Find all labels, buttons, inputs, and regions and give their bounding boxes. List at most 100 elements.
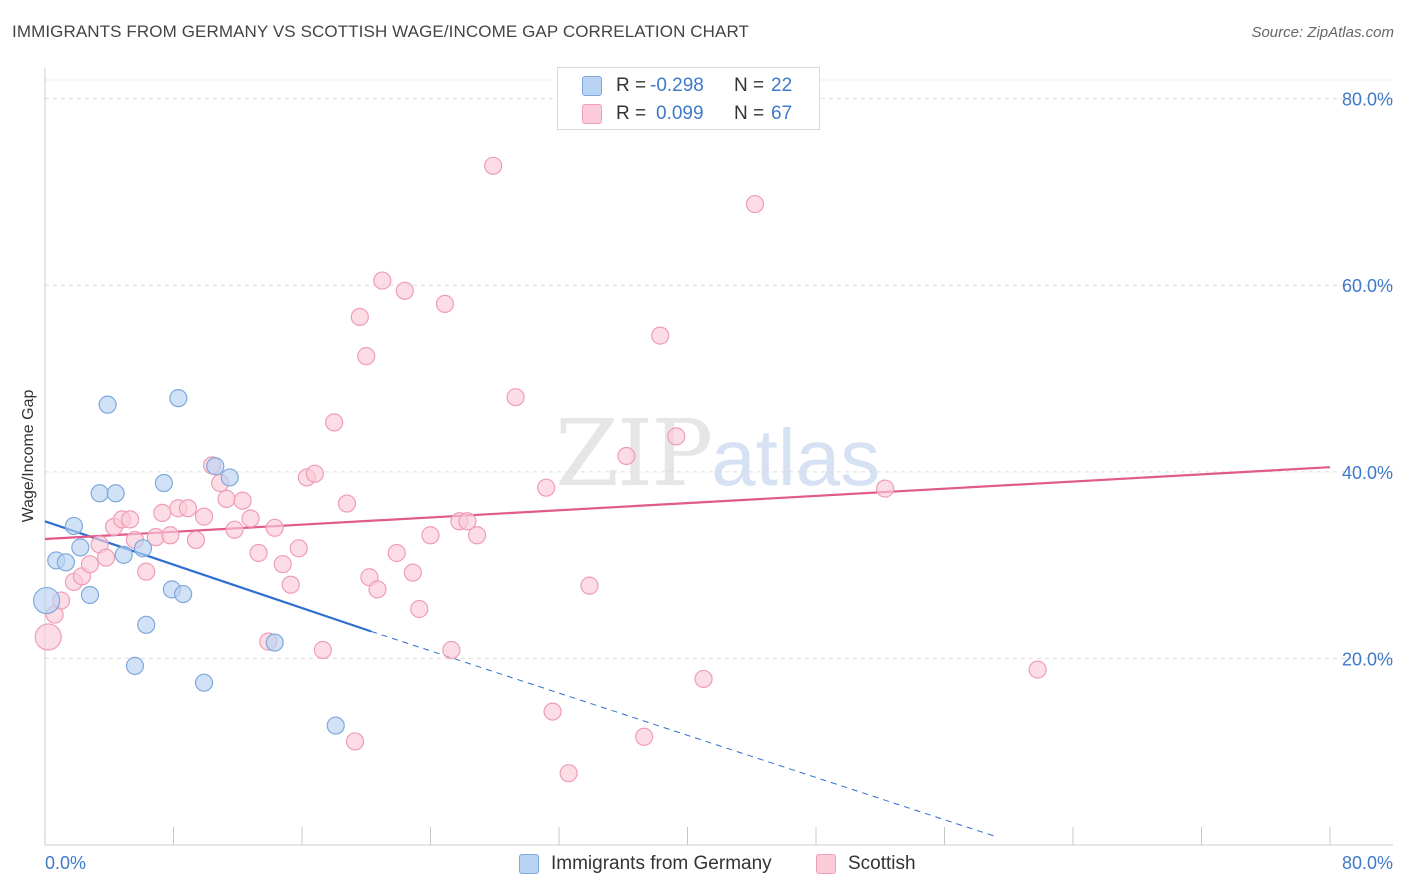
point-scottish [225, 520, 244, 539]
point-germany [220, 468, 239, 487]
tick-labels: 20.0% 40.0% 60.0% 80.0% 0.0% 80.0% [45, 90, 1393, 873]
legend-r-label: R = [616, 75, 647, 96]
point-scottish [34, 623, 62, 651]
x-tick-label: 0.0% [45, 853, 86, 873]
point-germany [33, 586, 61, 615]
bottom-legend-swatch-germany [519, 854, 539, 874]
point-scottish [667, 427, 686, 446]
axes [44, 68, 1393, 846]
point-scottish [194, 507, 214, 526]
point-scottish [410, 599, 429, 619]
point-scottish [537, 478, 556, 497]
grid-lines [45, 79, 1393, 659]
point-scottish [458, 512, 477, 531]
point-scottish [217, 489, 236, 508]
point-germany [114, 545, 133, 564]
watermark: ZIPatlas [555, 400, 880, 507]
point-scottish [506, 388, 525, 407]
point-scottish [153, 503, 172, 522]
point-scottish [651, 326, 670, 345]
bottom-legend-swatch-scottish [816, 854, 836, 874]
point-scottish [617, 446, 636, 466]
point-germany [265, 633, 284, 652]
point-scottish [580, 576, 599, 595]
point-scottish [467, 526, 487, 545]
point-scottish [233, 491, 252, 510]
point-scottish [137, 562, 156, 581]
point-scottish [337, 494, 357, 513]
point-scottish [281, 575, 300, 594]
bottom-legend: Immigrants from Germany Scottish [0, 852, 1406, 878]
bottom-legend-label-scottish: Scottish [848, 853, 916, 874]
y-tick-label: 60.0% [1342, 276, 1393, 296]
legend-r-value: 0.099 [656, 103, 704, 124]
x-tick-label: 80.0% [1342, 853, 1393, 873]
point-scottish [395, 281, 414, 300]
point-scottish [357, 347, 376, 366]
point-germany [71, 538, 90, 557]
legend-swatch-germany [582, 76, 602, 96]
legend-swatch-scottish [582, 104, 602, 124]
point-germany [194, 673, 214, 692]
point-germany [133, 539, 153, 558]
point-scottish [325, 413, 344, 432]
point-scottish [161, 526, 180, 545]
point-scottish [241, 509, 260, 528]
legend-n-label: N = [734, 103, 765, 124]
point-germany [98, 395, 117, 414]
watermark-atlas: atlas [711, 413, 881, 502]
data-points [33, 156, 1047, 783]
legend-row-germany: R = -0.298 N = 22 [558, 73, 821, 99]
point-scottish [435, 294, 455, 314]
point-germany [206, 457, 225, 476]
point-scottish [368, 580, 387, 599]
point-scottish [403, 563, 422, 582]
point-scottish [745, 194, 765, 214]
point-scottish [80, 555, 100, 574]
point-germany [125, 656, 145, 675]
point-scottish [96, 548, 116, 567]
point-scottish [559, 764, 578, 783]
bottom-legend-label-germany: Immigrants from Germany [551, 853, 772, 874]
y-tick-label: 80.0% [1342, 90, 1393, 110]
legend-n-value: 22 [771, 75, 793, 96]
point-germany [174, 584, 193, 604]
trendline-scottish [44, 466, 1331, 541]
source-label: Source: ZipAtlas.com [1251, 24, 1394, 41]
legend-r-value: -0.298 [650, 75, 704, 96]
point-germany [56, 553, 75, 572]
point-scottish [484, 156, 503, 175]
point-scottish [121, 510, 140, 529]
point-scottish [350, 307, 369, 327]
point-scottish [249, 543, 268, 563]
y-tick-label: 40.0% [1342, 463, 1393, 483]
legend-row-scottish: R = 0.099 N = 67 [558, 101, 821, 127]
legend-n-value: 67 [771, 103, 793, 124]
point-scottish [305, 464, 324, 483]
legend-n-label: N = [734, 75, 765, 96]
point-scottish [313, 640, 332, 660]
point-scottish [387, 543, 406, 563]
point-scottish [421, 526, 440, 545]
legend: R = -0.298 N = 22 R = 0.099 N = 67 [557, 67, 820, 130]
point-germany [64, 516, 84, 536]
point-germany [137, 615, 156, 634]
y-tick-label: 20.0% [1342, 649, 1393, 669]
point-scottish [1028, 660, 1047, 679]
chart-title: IMMIGRANTS FROM GERMANY VS SCOTTISH WAGE… [12, 22, 750, 41]
point-scottish [543, 702, 562, 721]
point-germany [154, 473, 173, 493]
point-scottish [635, 727, 654, 746]
y-axis-label: Wage/Income Gap [20, 390, 37, 523]
point-scottish [373, 271, 392, 290]
point-scottish [178, 499, 198, 518]
point-germany [90, 484, 109, 503]
point-germany [80, 585, 100, 605]
point-scottish [273, 555, 292, 574]
point-scottish [289, 539, 308, 558]
point-scottish [875, 479, 895, 498]
point-germany [169, 389, 188, 408]
point-scottish [186, 530, 206, 550]
point-germany [326, 716, 345, 735]
